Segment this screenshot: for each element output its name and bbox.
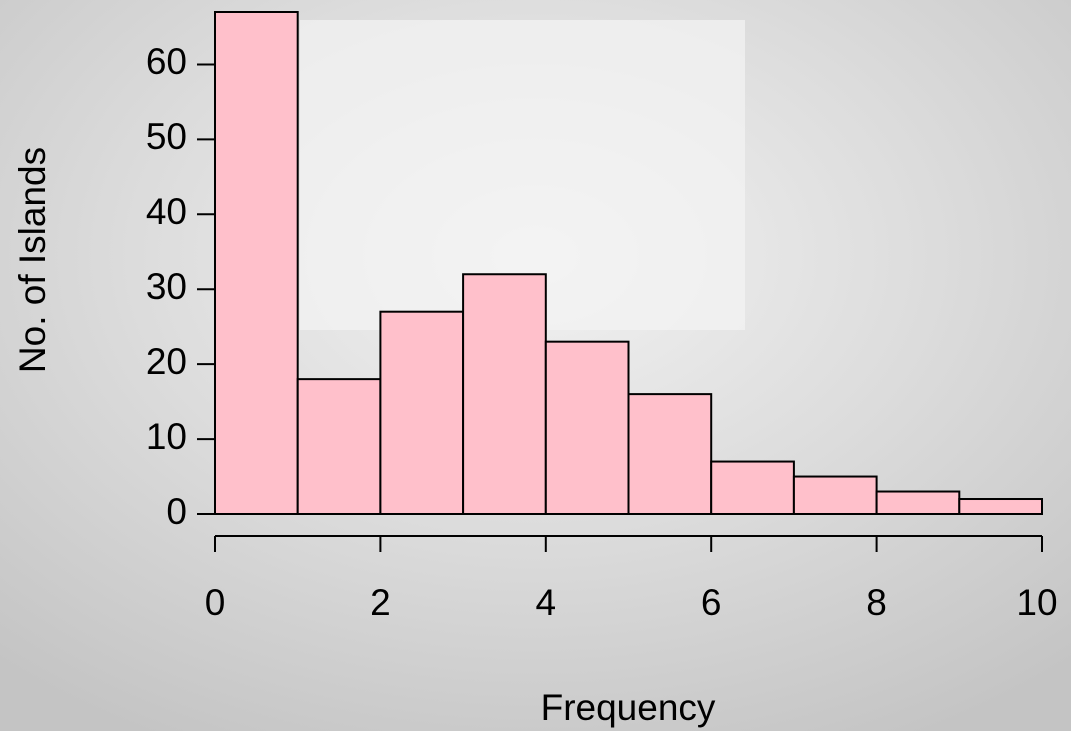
- y-axis-title: No. of Islands: [12, 147, 53, 373]
- y-tick-label: 60: [146, 41, 187, 82]
- x-tick-label: 8: [866, 582, 887, 623]
- bar: [546, 342, 629, 514]
- y-tick-label: 40: [146, 191, 187, 232]
- bar: [380, 312, 463, 514]
- bar: [629, 394, 712, 514]
- x-tick-label: 2: [370, 582, 391, 623]
- y-tick-label: 30: [146, 266, 187, 307]
- x-tick-label: 4: [536, 582, 557, 623]
- y-tick-label: 50: [146, 116, 187, 157]
- x-tick-label: 10: [1016, 582, 1057, 623]
- page: {"chart_data": {"type": "histogram", "x_…: [0, 0, 1071, 731]
- y-tick-label: 10: [146, 416, 187, 457]
- x-axis-title: Frequency: [541, 687, 716, 728]
- x-tick-label: 0: [205, 582, 226, 623]
- bar: [794, 477, 877, 514]
- bar: [463, 274, 546, 514]
- y-tick-label: 20: [146, 341, 187, 382]
- bar: [298, 379, 381, 514]
- bar: [215, 12, 298, 514]
- x-tick-label: 6: [701, 582, 722, 623]
- chart: Frequency No. of Islands 0 10 20 30 40 50 60 0 2…: [0, 0, 1071, 731]
- bar: [959, 499, 1042, 514]
- y-tick-label: 0: [166, 491, 187, 532]
- bar: [711, 462, 794, 514]
- bar: [877, 492, 960, 514]
